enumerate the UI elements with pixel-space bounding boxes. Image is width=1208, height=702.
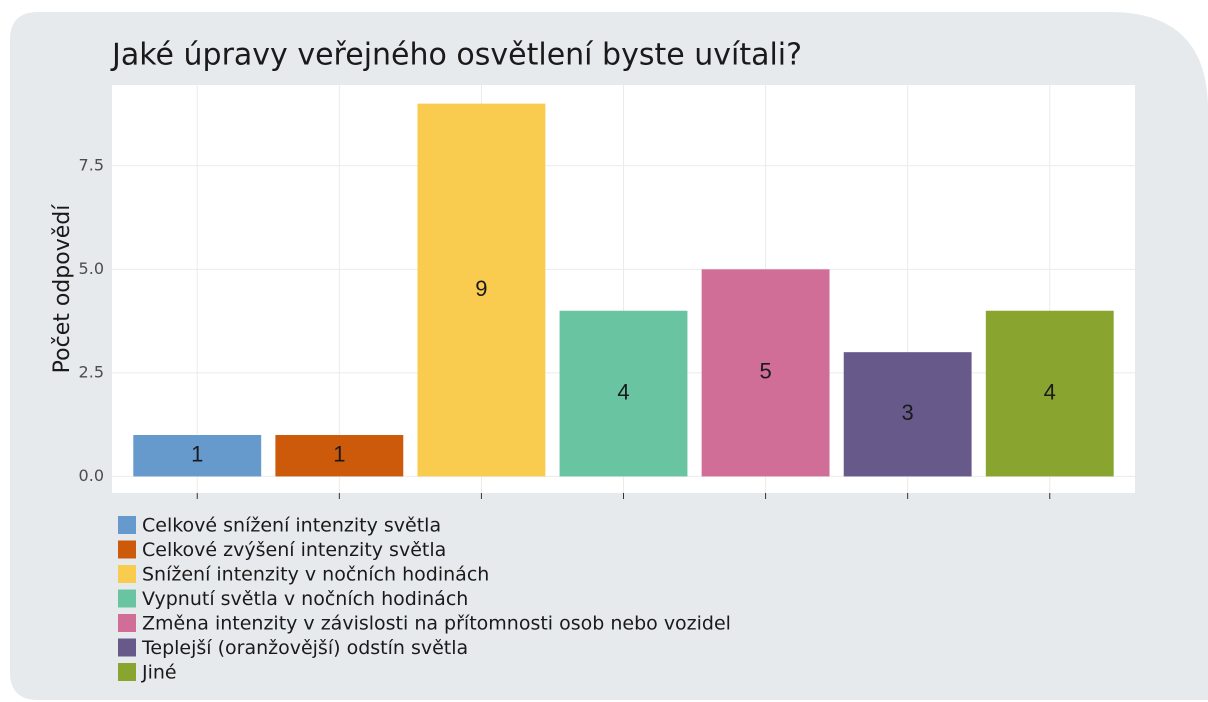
data-label: 9 [475,276,487,301]
legend-label: Celkové snížení intenzity světla [142,515,441,537]
legend-key [118,638,136,657]
bar [275,435,404,477]
legend-label: Snížení intenzity v nočních hodinách [142,564,489,586]
data-label: 1 [191,442,203,467]
bar [133,435,262,477]
bar [417,103,546,477]
legend-label: Vypnutí světla v nočních hodinách [142,588,468,610]
legend-key [118,614,136,632]
legend-key [118,565,136,583]
legend-label: Jiné [141,662,177,684]
data-label: 1 [333,442,345,467]
bar [985,310,1114,477]
y-tick-label: 5.0 [79,259,104,278]
y-tick-label: 2.5 [79,362,104,381]
legend-label: Změna intenzity v závislosti na přítomno… [142,613,731,635]
data-label: 4 [1044,379,1056,404]
chart-title: Jaké úpravy veřejného osvětlení byste uv… [110,38,802,73]
data-label: 3 [902,400,914,425]
bar [843,352,972,477]
legend-label: Teplejší (oranžovější) odstín světla [141,637,468,659]
y-axis-label: Počet odpovědí [50,204,75,374]
bar [559,310,688,477]
legend-key [118,589,136,608]
bar [701,269,830,477]
legend-key [118,663,136,681]
data-label: 5 [759,359,771,384]
legend-key [118,540,136,559]
legend-key [118,516,136,534]
y-tick-label: 7.5 [79,155,104,174]
legend-label: Celkové zvýšení intenzity světla [142,539,446,561]
data-label: 4 [617,379,629,404]
y-tick-label: 0.0 [79,466,104,485]
